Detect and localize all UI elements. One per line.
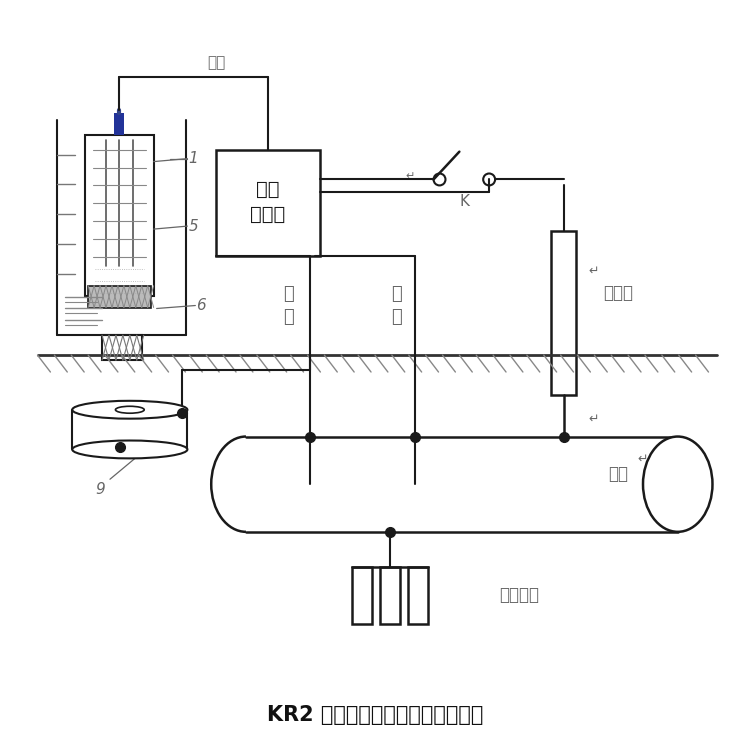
Text: 1: 1: [188, 151, 198, 166]
Text: ↵: ↵: [588, 413, 598, 426]
Bar: [114, 113, 124, 135]
Text: ↵: ↵: [405, 172, 415, 182]
Text: 5: 5: [188, 218, 198, 233]
Ellipse shape: [643, 436, 712, 532]
Text: 黄线: 黄线: [207, 55, 225, 70]
Text: ↵: ↵: [638, 453, 648, 466]
Text: KR2 型极化电位测试探头接线示意: KR2 型极化电位测试探头接线示意: [267, 706, 483, 725]
Bar: [86, 135, 154, 296]
Bar: [352, 566, 372, 624]
Bar: [550, 231, 577, 394]
Text: 蓝
线: 蓝 线: [284, 285, 294, 326]
Text: 高阻
电压表: 高阻 电压表: [251, 180, 286, 224]
Text: 9: 9: [95, 482, 105, 496]
Text: 6: 6: [196, 298, 206, 313]
Bar: [380, 566, 400, 624]
Ellipse shape: [72, 440, 188, 458]
Text: K: K: [459, 194, 470, 208]
Bar: [102, 335, 142, 360]
Ellipse shape: [116, 406, 144, 413]
Text: 测试桩: 测试桩: [603, 284, 633, 302]
Text: 黑
线: 黑 线: [392, 285, 402, 326]
Text: ↵: ↵: [588, 264, 598, 278]
Bar: [408, 566, 428, 624]
Bar: [88, 286, 151, 308]
Text: 管道: 管道: [608, 465, 628, 483]
Ellipse shape: [72, 400, 188, 418]
Text: 牺牲阳极: 牺牲阳极: [499, 586, 539, 604]
Bar: [216, 150, 320, 256]
